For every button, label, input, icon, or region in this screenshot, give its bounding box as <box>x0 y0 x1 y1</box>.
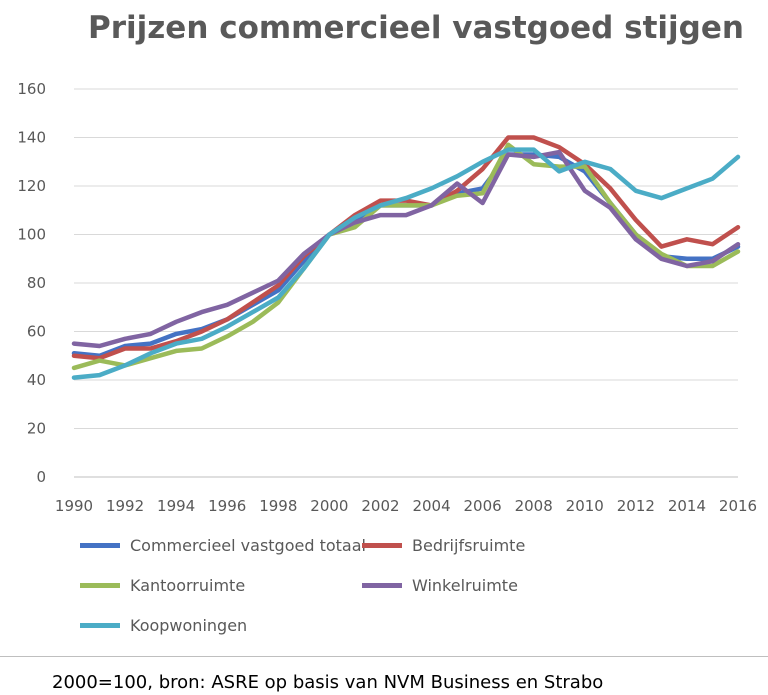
x-tick-label: 1992 <box>106 497 144 515</box>
x-tick-label: 2002 <box>361 497 399 515</box>
y-tick-label: 60 <box>27 323 46 341</box>
y-tick-label: 160 <box>17 80 46 98</box>
x-tick-label: 2004 <box>412 497 450 515</box>
series-line-koopwoningen <box>71 147 741 380</box>
y-tick-label: 100 <box>17 226 46 244</box>
source-note: 2000=100, bron: ASRE op basis van NVM Bu… <box>52 672 604 693</box>
x-tick-label: 1998 <box>259 497 297 515</box>
y-tick-label: 0 <box>36 468 46 486</box>
legend-swatch <box>80 583 120 588</box>
legend-label: Kantoorruimte <box>130 576 246 595</box>
legend-swatch <box>80 543 120 548</box>
y-tick-label: 80 <box>27 274 46 292</box>
x-tick-label: 2012 <box>617 497 655 515</box>
legend-item: Bedrijfsruimte <box>362 536 525 555</box>
series-line-kantoorruimte <box>71 142 741 371</box>
y-tick-label: 120 <box>17 177 46 195</box>
legend-label: Bedrijfsruimte <box>412 536 526 555</box>
chart-plot-area: 0 20 40 60 80 100 120 140 160 1990 1992 1994 1996 199… <box>17 80 757 515</box>
x-tick-label: 1994 <box>157 497 195 515</box>
y-tick-label: 40 <box>27 371 46 389</box>
x-tick-label: 1990 <box>55 497 93 515</box>
series-line-winkelruimte <box>71 149 741 349</box>
chart-title: Prijzen commercieel vastgoed stijgen <box>88 10 744 46</box>
legend-item: Kantoorruimte <box>80 576 245 595</box>
y-tick-label: 20 <box>27 420 46 438</box>
legend-swatch <box>362 583 402 588</box>
series-line-commercieel-vastgoed-totaal <box>71 152 741 359</box>
y-tick-label: 140 <box>17 129 46 147</box>
divider <box>0 656 768 657</box>
chart-legend: Commercieel vastgoed totaal Bedrijfsruimt… <box>80 536 680 646</box>
legend-label: Koopwoningen <box>130 616 248 635</box>
legend-swatch <box>362 543 402 548</box>
x-tick-label: 2008 <box>515 497 553 515</box>
legend-item: Winkelruimte <box>362 576 518 595</box>
x-tick-label: 2000 <box>310 497 348 515</box>
x-tick-label: 2010 <box>566 497 604 515</box>
series-line-bedrijfsruimte <box>71 135 741 361</box>
legend-item: Koopwoningen <box>80 616 247 635</box>
x-tick-label: 2006 <box>464 497 502 515</box>
legend-swatch <box>80 623 120 628</box>
x-tick-label: 2014 <box>668 497 706 515</box>
legend-label: Commercieel vastgoed totaal <box>130 536 366 555</box>
legend-label: Winkelruimte <box>412 576 518 595</box>
x-tick-label: 1996 <box>208 497 246 515</box>
legend-item: Commercieel vastgoed totaal <box>80 536 366 555</box>
x-tick-label: 2016 <box>719 497 757 515</box>
